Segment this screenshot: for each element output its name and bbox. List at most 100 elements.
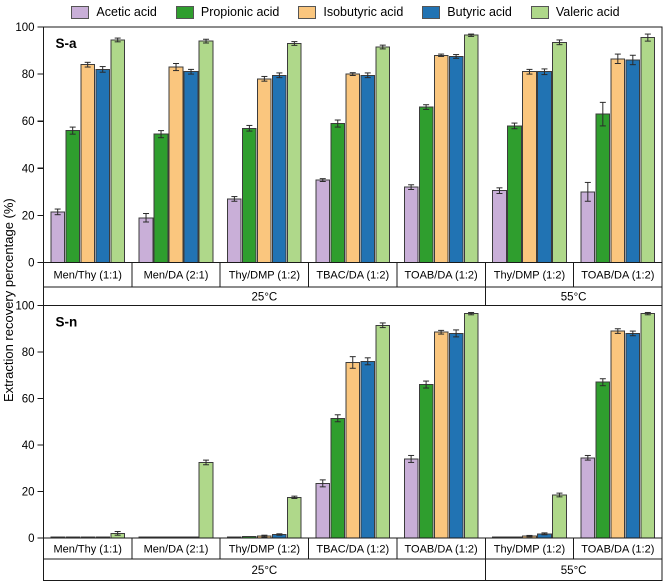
bar (507, 125, 522, 263)
legend-label: Propionic acid (200, 5, 280, 19)
bar (610, 58, 626, 264)
legend-item: Acetic acid (71, 5, 157, 19)
category-label: TBAC/DA (1:2) (316, 270, 389, 282)
bar (95, 68, 110, 263)
legend-swatch-icon (530, 5, 549, 19)
bar (315, 482, 331, 539)
bar (227, 198, 242, 263)
temperature-label: 55°C (561, 565, 587, 577)
temperature-label: 25°C (252, 291, 278, 303)
bar (403, 458, 419, 539)
category-label: Thy/DMP (1:2) (229, 543, 300, 555)
bar (287, 42, 302, 263)
category-label: TOAB/DA (1:2) (581, 270, 654, 282)
legend-swatch-icon (175, 5, 194, 19)
bar (448, 332, 464, 539)
y-tick-label: 40 (22, 163, 35, 175)
category-label: TOAB/DA (1:2) (581, 543, 654, 555)
bar (433, 54, 449, 264)
bar (537, 71, 552, 264)
bar (580, 191, 596, 264)
bar (360, 74, 376, 263)
category-label: Men/DA (2:1) (144, 543, 209, 555)
bar (330, 417, 346, 539)
y-tick-label: 20 (22, 210, 35, 222)
legend-swatch-icon (422, 5, 441, 19)
bar (463, 313, 479, 539)
legend-swatch-icon (298, 5, 317, 19)
category-label: Men/Thy (1:1) (53, 270, 121, 282)
bar (418, 384, 434, 539)
bar (153, 133, 169, 263)
legend-label: Butyric acid (447, 5, 512, 19)
category-label: Men/DA (2:1) (144, 270, 209, 282)
bar (198, 40, 214, 263)
bar (80, 64, 95, 264)
y-tick-label: 80 (22, 347, 35, 359)
bar (242, 127, 257, 263)
bar (330, 123, 346, 264)
y-tick-label: 0 (28, 258, 34, 270)
bar (403, 186, 419, 263)
bar (110, 39, 125, 263)
bar (595, 381, 611, 539)
bar (640, 37, 656, 263)
bar (315, 179, 331, 263)
bar (375, 46, 391, 263)
category-label: Thy/DMP (1:2) (494, 543, 565, 555)
legend-item: Isobutyric acid (298, 5, 403, 19)
bar (287, 496, 302, 539)
bar (522, 71, 537, 264)
y-tick-label: 100 (15, 301, 34, 313)
bar (580, 457, 596, 539)
bar (418, 106, 434, 263)
temperature-row-frame (42, 558, 663, 582)
y-tick-label: 100 (15, 22, 34, 34)
category-label: TOAB/DA (1:2) (405, 270, 478, 282)
y-tick-label: 60 (22, 116, 35, 128)
bar (492, 190, 507, 263)
bar (375, 324, 391, 539)
legend: Acetic acid Propionic acid Isobutyric acid… (22, 1, 669, 23)
bar (552, 494, 567, 539)
panel-label: S-a (56, 36, 78, 51)
bar (463, 34, 479, 264)
temperature-label: 25°C (252, 565, 278, 577)
legend-label: Isobutyric acid (323, 5, 404, 19)
y-tick-label: 60 (22, 394, 35, 406)
bar (257, 78, 272, 263)
bar (198, 461, 214, 539)
temperature-label: 55°C (561, 291, 587, 303)
bar (552, 41, 567, 264)
y-tick-label: 0 (28, 533, 34, 545)
category-label: Thy/DMP (1:2) (229, 270, 300, 282)
y-tick-label: 80 (22, 69, 35, 81)
category-label: TBAC/DA (1:2) (316, 543, 389, 555)
bar (625, 332, 641, 539)
bar (183, 71, 199, 264)
legend-item: Propionic acid (175, 5, 280, 19)
bar (360, 360, 376, 539)
bar (168, 66, 184, 263)
bar (345, 73, 361, 263)
bar (640, 313, 656, 539)
category-label: TOAB/DA (1:2) (405, 543, 478, 555)
bar (595, 113, 611, 264)
bar (138, 217, 154, 264)
bar (50, 211, 65, 263)
legend-item: Valeric acid (530, 5, 620, 19)
legend-swatch-icon (71, 5, 90, 19)
bar (448, 55, 464, 263)
legend-item: Butyric acid (422, 5, 512, 19)
legend-label: Valeric acid (555, 5, 620, 19)
bar (65, 130, 80, 263)
bar (433, 331, 449, 539)
bar (272, 74, 287, 263)
y-tick-label: 40 (22, 440, 35, 452)
bar (625, 59, 641, 263)
legend-label: Acetic acid (96, 5, 157, 19)
category-label: Men/Thy (1:1) (53, 543, 121, 555)
category-label: Thy/DMP (1:2) (494, 270, 565, 282)
